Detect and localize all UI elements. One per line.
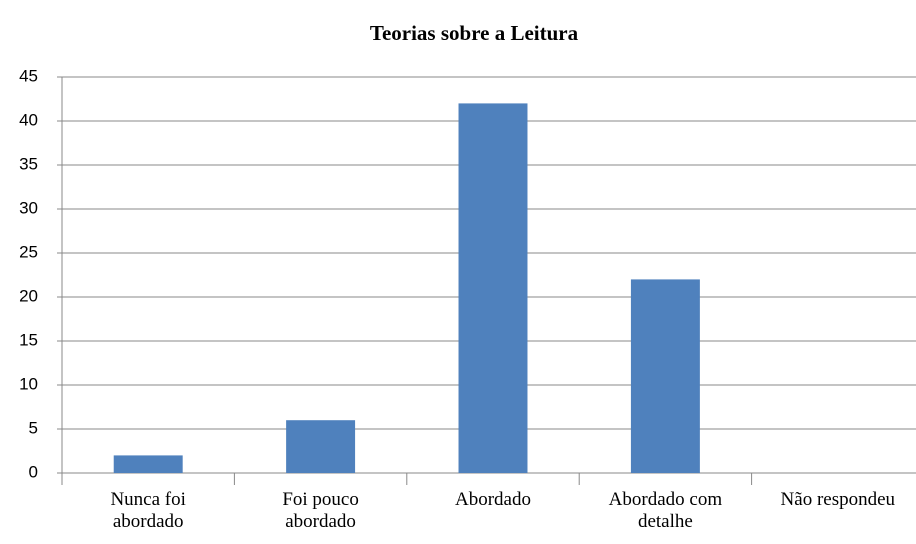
- x-tick-label: Nunca foi abordado: [110, 489, 186, 532]
- bar: [286, 420, 356, 473]
- y-tick-label: 35: [19, 154, 38, 173]
- y-tick-label: 15: [19, 330, 38, 349]
- x-tick-label: Abordado: [455, 489, 531, 510]
- y-tick-label: 40: [19, 110, 38, 129]
- y-tick-label: 5: [29, 418, 38, 437]
- y-tick-label: 25: [19, 242, 38, 261]
- x-tick-label: Abordado com detalhe: [608, 489, 723, 532]
- chart-title: Teorias sobre a Leitura: [370, 21, 579, 45]
- bar: [630, 279, 700, 473]
- y-tick-label: 10: [19, 374, 38, 393]
- bar: [113, 455, 183, 473]
- y-tick-label: 30: [19, 198, 38, 217]
- bar: [458, 103, 528, 474]
- x-tick-label: Foi pouco abordado: [282, 489, 359, 532]
- y-tick-label: 0: [29, 462, 38, 481]
- y-tick-label: 20: [19, 286, 38, 305]
- y-tick-label: 45: [19, 66, 38, 85]
- x-tick-label: Não respondeu: [780, 489, 896, 510]
